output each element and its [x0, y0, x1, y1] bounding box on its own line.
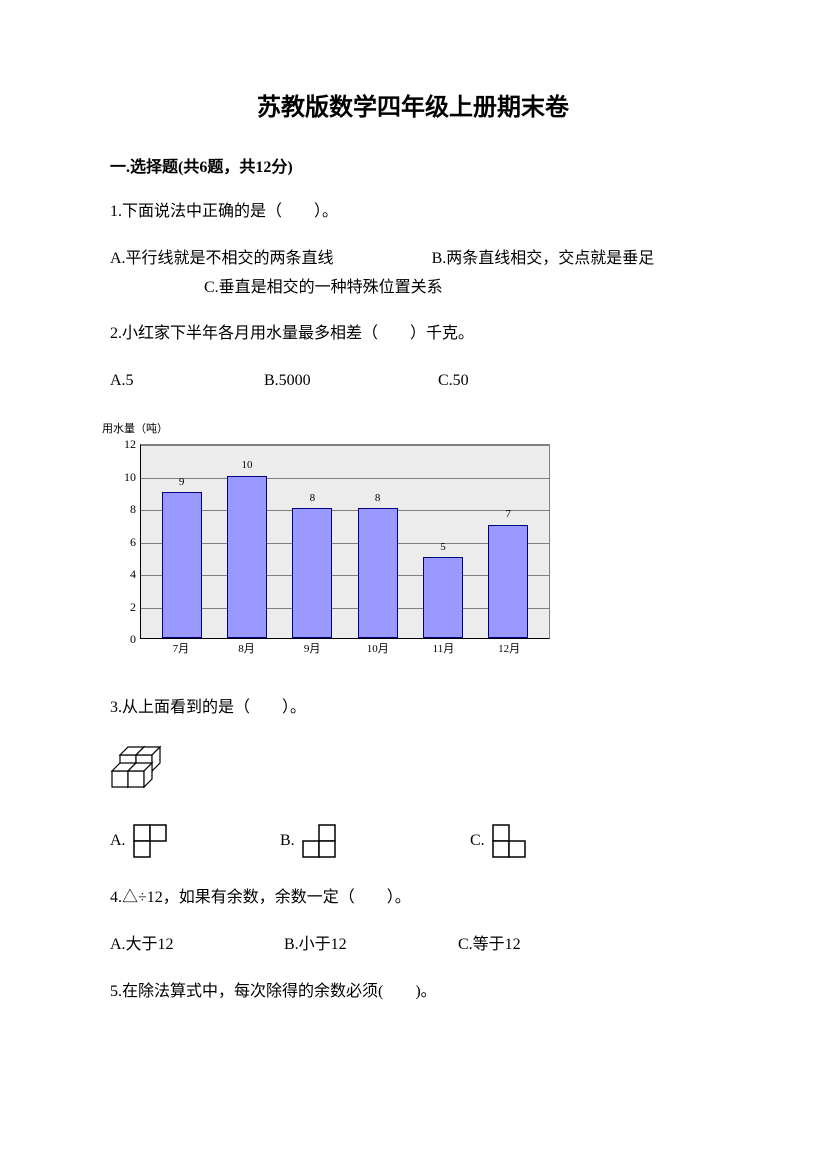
q1-opt-b: B.两条直线相交，交点就是垂足 [432, 250, 655, 267]
question-1: 1.下面说法中正确的是（ ）。 [110, 198, 716, 227]
chart-xtick: 7月 [161, 641, 201, 658]
chart-bar: 10 [227, 457, 267, 638]
chart-xtick: 8月 [226, 641, 266, 658]
chart-xtick: 12月 [489, 641, 529, 658]
question-4-options: A.大于12 B.小于12 C.等于12 [110, 931, 716, 960]
q4-opt-c: C.等于12 [458, 931, 521, 960]
chart-ytick: 0 [100, 630, 136, 648]
q3-opt-b-label: B. [280, 829, 295, 853]
chart-bar: 7 [488, 506, 528, 638]
q2-opt-b: B.5000 [264, 367, 434, 396]
page-title: 苏教版数学四年级上册期末卷 [110, 90, 716, 126]
chart-ytick: 6 [100, 533, 136, 551]
q2-opt-a: A.5 [110, 367, 260, 396]
chart-bar-value: 5 [440, 539, 446, 556]
question-1-options: A.平行线就是不相交的两条直线 B.两条直线相交，交点就是垂足 C.垂直是相交的… [110, 245, 716, 303]
chart-xtick: 9月 [292, 641, 332, 658]
q3-opt-b-shape [301, 823, 349, 859]
q4-opt-a: A.大于12 [110, 931, 280, 960]
chart-bar-value: 7 [506, 506, 512, 523]
q3-cube-figure [110, 741, 716, 801]
section-heading: 一.选择题(共6题，共12分) [110, 156, 716, 180]
chart-ytick: 10 [100, 468, 136, 486]
chart-bar-value: 10 [241, 457, 252, 474]
question-5: 5.在除法算式中，每次除得的余数必须( )。 [110, 978, 716, 1007]
chart-bar-value: 8 [310, 490, 316, 507]
chart-ylabel: 用水量（吨） [102, 421, 716, 438]
q3-opt-a-shape [132, 823, 180, 859]
q1-opt-a: A.平行线就是不相交的两条直线 [110, 250, 334, 267]
q3-opt-a-label: A. [110, 829, 126, 853]
chart-ytick: 4 [100, 565, 136, 583]
chart-bar-rect [423, 557, 463, 638]
question-4: 4.△÷12，如果有余数，余数一定（ ）。 [110, 884, 716, 913]
chart-bar: 8 [358, 490, 398, 639]
chart-bar-rect [227, 476, 267, 639]
question-3: 3.从上面看到的是（ ）。 [110, 694, 716, 723]
chart-bar: 5 [423, 539, 463, 639]
chart-bar-rect [358, 508, 398, 638]
chart-xtick: 10月 [358, 641, 398, 658]
chart-bar-rect [162, 492, 202, 638]
chart-bar-value: 8 [375, 490, 381, 507]
q3-opt-c-label: C. [470, 829, 485, 853]
q4-opt-b: B.小于12 [284, 931, 454, 960]
question-3-options: A. B. C. [110, 823, 716, 859]
question-2-options: A.5 B.5000 C.50 [110, 367, 716, 396]
chart-xtick: 11月 [423, 641, 463, 658]
chart-ytick: 2 [100, 598, 136, 616]
chart-bar: 8 [292, 490, 332, 639]
chart-bar: 9 [162, 474, 202, 639]
chart-bar-rect [488, 525, 528, 639]
q3-opt-c-shape [491, 823, 539, 859]
q1-opt-c: C.垂直是相交的一种特殊位置关系 [204, 279, 443, 296]
chart-bar-rect [292, 508, 332, 638]
chart-ytick: 8 [100, 500, 136, 518]
water-usage-chart: 用水量（吨） 9 10 8 8 5 7 7月 8月 9月 10月 11月 12月 0 2 4 6 8 10 12 [100, 421, 716, 670]
chart-ytick: 12 [100, 435, 136, 453]
question-2: 2.小红家下半年各月用水量最多相差（ ）千克。 [110, 320, 716, 349]
chart-bar-value: 9 [179, 474, 185, 491]
q2-opt-c: C.50 [438, 367, 469, 396]
